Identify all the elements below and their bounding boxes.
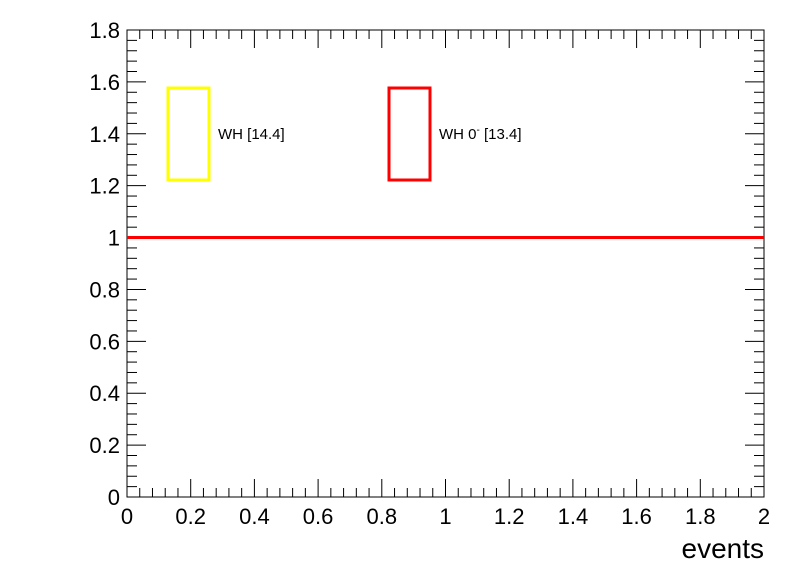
y-tick-label: 1.6: [89, 70, 120, 95]
legend-label-wh: WH [14.4]: [218, 126, 285, 143]
x-tick-label: 0.8: [367, 504, 398, 529]
x-tick-label: 0.4: [239, 504, 270, 529]
x-tick-label: 1.8: [685, 504, 716, 529]
x-tick-label: 2: [758, 504, 770, 529]
x-tick-label: 1.2: [494, 504, 525, 529]
legend-label-suffix: [13.4]: [480, 126, 522, 143]
y-tick-label: 1.4: [89, 122, 120, 147]
y-tick-label: 0.6: [89, 329, 120, 354]
x-axis-title: events: [682, 533, 765, 564]
y-tick-label: 1: [108, 226, 120, 251]
y-tick-labels: 0 0.2 0.4 0.6 0.8 1 1.2 1.4 1.6 1.8: [89, 18, 120, 510]
y-tick-label: 0: [108, 485, 120, 510]
plot-frame: [126, 29, 765, 498]
legend-label-wh-0minus: WH 0- [13.4]: [439, 125, 522, 143]
x-tick-label: 0.2: [175, 504, 206, 529]
legend-label-superscript: -: [477, 125, 480, 136]
x-tick-label: 1.6: [621, 504, 652, 529]
x-tick-label: 0.6: [303, 504, 334, 529]
y-tick-label: 1.2: [89, 174, 120, 199]
y-tick-label: 0.8: [89, 277, 120, 302]
x-tick-labels: 0 0.2 0.4 0.6 0.8 1 1.2 1.4 1.6 1.8 2: [121, 504, 770, 529]
axis-ticks: [126, 29, 765, 498]
x-tick-label: 0: [121, 504, 133, 529]
x-tick-label: 1: [439, 504, 451, 529]
y-tick-label: 0.2: [89, 433, 120, 458]
y-tick-label: 1.8: [89, 18, 120, 43]
legend-label-main: WH 0: [439, 126, 477, 143]
legend-swatch-wh-0minus: [387, 86, 432, 182]
x-tick-label: 1.4: [558, 504, 589, 529]
y-tick-label: 0.4: [89, 381, 120, 406]
legend-swatch-wh: [166, 86, 211, 182]
